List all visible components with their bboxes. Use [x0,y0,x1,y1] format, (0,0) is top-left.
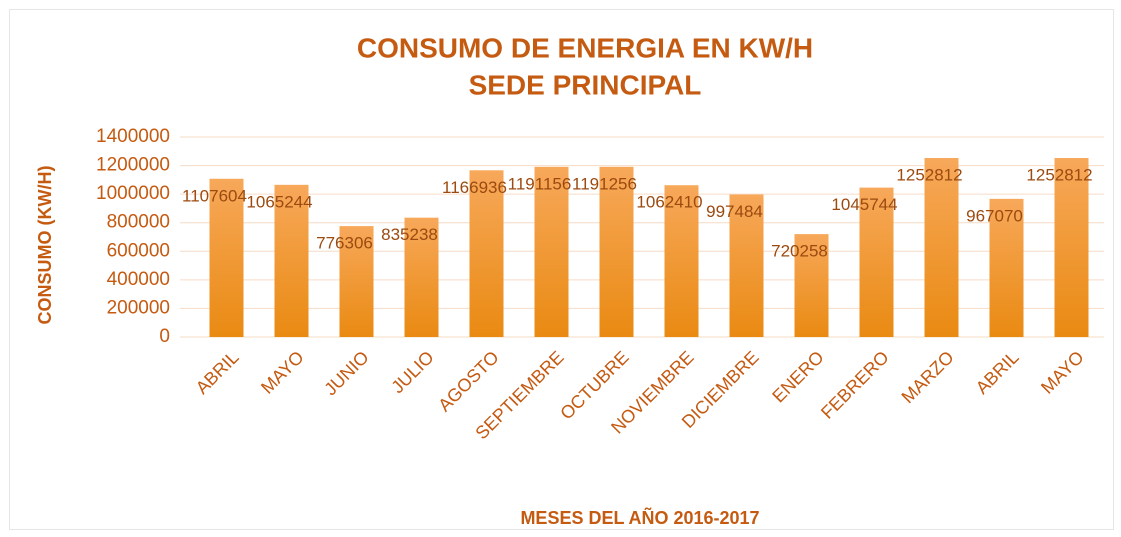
bar [534,166,569,337]
data-label: 1191256 [572,174,637,193]
bar [664,185,699,337]
chart-title: CONSUMO DE ENERGIA EN KW/H [357,32,813,63]
data-label: 997484 [706,202,763,221]
bar [339,226,374,337]
data-label: 835238 [381,225,438,244]
data-label: 1045744 [831,195,897,214]
y-tick-label: 800000 [107,212,170,233]
bar [794,234,829,337]
data-label: 1065244 [246,192,312,211]
bar [1054,158,1089,337]
bar [989,198,1024,337]
y-tick-label: 1400000 [96,126,170,147]
data-label: 1166936 [442,178,507,197]
y-tick-label: 400000 [107,269,170,290]
data-label: 720258 [771,242,828,261]
data-label: 1062410 [636,193,702,212]
data-label: 776306 [316,234,373,253]
data-label: 1252812 [1026,166,1092,185]
y-tick-label: 1000000 [96,183,170,204]
y-tick-label: 0 [159,326,170,347]
data-label: 1252812 [896,166,962,185]
bar [729,194,764,337]
y-tick-label: 1200000 [96,155,170,176]
bar [404,217,439,337]
y-tick-label: 200000 [107,297,170,318]
data-label: 1191156 [508,174,572,193]
bar [209,178,244,337]
bar [274,184,309,337]
bar [859,187,894,337]
y-tick-label: 600000 [107,240,170,261]
data-label: 967070 [966,206,1023,225]
x-axis-title: MESES DEL AÑO 2016-2017 [520,507,759,528]
y-axis-title: CONSUMO (KW/H) [35,166,55,325]
bar [469,170,504,337]
bar [599,166,634,337]
chart-subtitle: SEDE PRINCIPAL [469,69,702,100]
bar [924,158,959,337]
data-label: 1107604 [182,186,247,205]
